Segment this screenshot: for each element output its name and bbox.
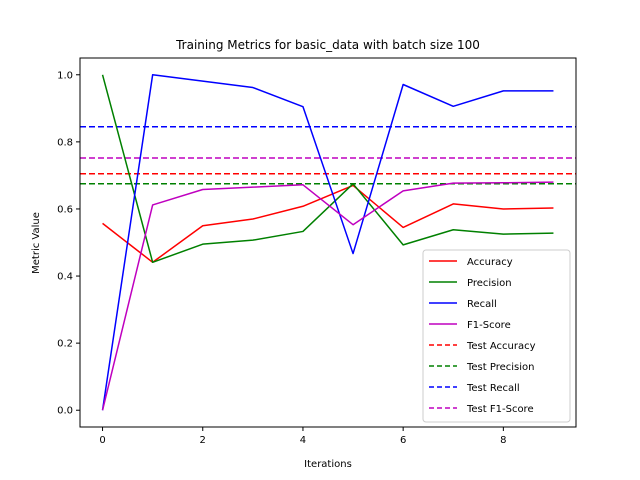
y-tick-label: 0.2 bbox=[57, 339, 73, 350]
y-tick-label: 0.0 bbox=[57, 406, 73, 417]
reference-lines bbox=[80, 126, 576, 185]
x-ticks: 0 2 4 6 8 bbox=[99, 427, 507, 446]
series-line-f1-score bbox=[101, 181, 554, 411]
plot-frame bbox=[79, 57, 577, 428]
y-tick-label: 0.6 bbox=[57, 204, 73, 215]
legend-label-f1-score: F1-Score bbox=[467, 320, 511, 331]
x-tick-label: 8 bbox=[500, 435, 506, 446]
x-tick-label: 2 bbox=[200, 435, 206, 446]
chart-title: Training Metrics for basic_data with bat… bbox=[175, 38, 480, 52]
y-tick-label: 1.0 bbox=[57, 70, 73, 81]
y-axis-label: Metric Value bbox=[31, 212, 42, 274]
series-lines bbox=[101, 74, 554, 411]
legend-label-precision: Precision bbox=[467, 278, 512, 289]
x-tick-label: 4 bbox=[300, 435, 306, 446]
legend-label-test-accuracy: Test Accuracy bbox=[466, 341, 536, 352]
legend-box bbox=[422, 249, 571, 423]
legend-label-test-precision: Test Precision bbox=[466, 362, 535, 373]
y-ticks: 0.0 0.2 0.4 0.6 0.8 1.0 bbox=[57, 70, 80, 417]
legend-label-accuracy: Accuracy bbox=[467, 257, 513, 268]
x-axis-label: Iterations bbox=[304, 459, 352, 470]
legend-label-test-f1-score: Test F1-Score bbox=[466, 404, 534, 415]
series-line-precision bbox=[101, 74, 554, 264]
x-tick-label: 6 bbox=[400, 435, 406, 446]
x-tick-label: 0 bbox=[99, 435, 105, 446]
series-line-recall bbox=[101, 74, 554, 411]
series-line-accuracy bbox=[102, 184, 554, 264]
y-tick-label: 0.4 bbox=[57, 272, 73, 283]
legend: Accuracy Precision Recall F1-Score Test Accu… bbox=[422, 249, 571, 423]
y-tick-label: 0.8 bbox=[57, 137, 73, 148]
legend-label-test-recall: Test Recall bbox=[466, 383, 520, 394]
legend-label-recall: Recall bbox=[467, 299, 497, 310]
